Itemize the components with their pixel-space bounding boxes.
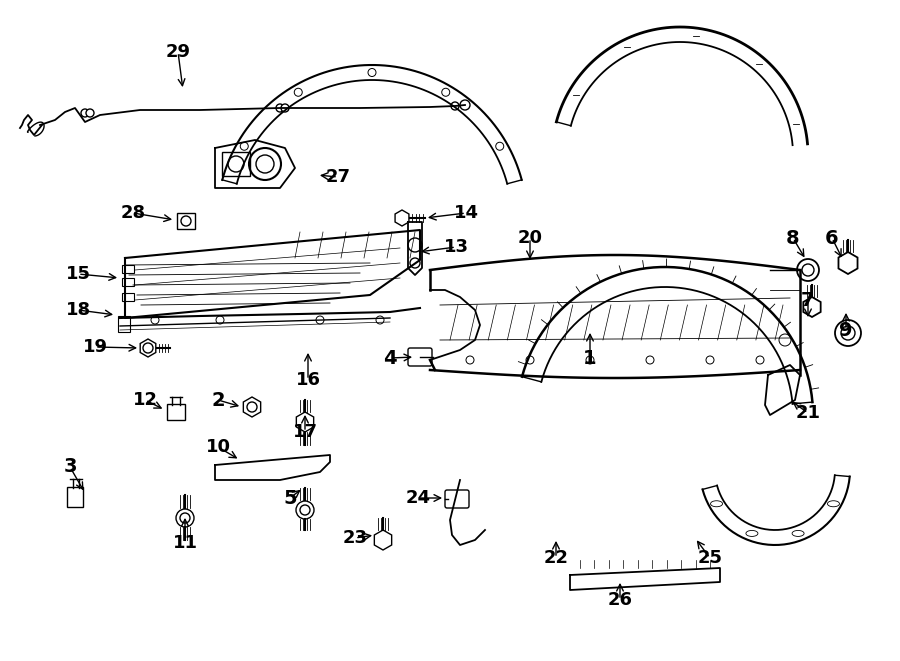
- Text: 20: 20: [518, 229, 543, 247]
- Text: 21: 21: [796, 404, 821, 422]
- Text: 25: 25: [698, 549, 723, 567]
- Bar: [122, 278, 134, 286]
- Bar: [122, 265, 134, 273]
- Text: 28: 28: [121, 204, 146, 222]
- Text: 1: 1: [583, 348, 597, 368]
- Text: 24: 24: [406, 489, 430, 507]
- Text: 27: 27: [326, 168, 350, 186]
- Text: 7: 7: [801, 290, 814, 309]
- Text: 14: 14: [454, 204, 479, 222]
- Text: 10: 10: [205, 438, 230, 456]
- Text: 9: 9: [839, 321, 853, 340]
- Text: 19: 19: [83, 338, 107, 356]
- Text: 3: 3: [63, 457, 76, 477]
- Text: 17: 17: [292, 423, 318, 441]
- Bar: [222, 152, 250, 176]
- Text: 11: 11: [173, 534, 197, 552]
- Circle shape: [276, 104, 284, 112]
- Text: 15: 15: [66, 265, 91, 283]
- Text: 23: 23: [343, 529, 367, 547]
- Text: 2: 2: [212, 391, 225, 410]
- Bar: [118, 316, 130, 332]
- Text: 16: 16: [295, 371, 320, 389]
- Bar: [177, 213, 195, 229]
- Text: 4: 4: [383, 348, 397, 368]
- Text: 6: 6: [825, 229, 839, 247]
- Bar: [122, 293, 134, 301]
- Text: 13: 13: [444, 238, 469, 256]
- Text: 29: 29: [166, 43, 191, 61]
- Text: 22: 22: [544, 549, 569, 567]
- Circle shape: [281, 104, 289, 112]
- Text: 8: 8: [787, 229, 800, 247]
- Text: 12: 12: [132, 391, 157, 409]
- Circle shape: [81, 109, 89, 117]
- Text: 5: 5: [284, 488, 297, 508]
- Text: 26: 26: [608, 591, 633, 609]
- Circle shape: [86, 109, 94, 117]
- Circle shape: [451, 102, 459, 110]
- Text: 18: 18: [66, 301, 91, 319]
